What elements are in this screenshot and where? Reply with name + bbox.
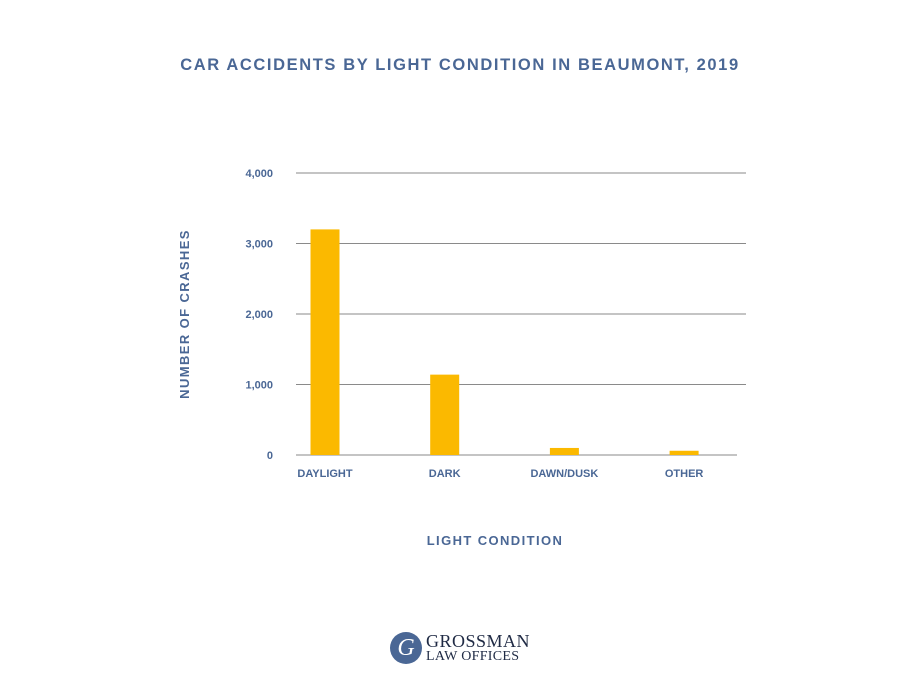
bar-dark	[430, 374, 460, 455]
y-tick-label: 0	[267, 450, 273, 462]
logo-mark-icon: G	[390, 632, 422, 664]
y-tick-label: 4,000	[245, 168, 273, 180]
bar-other	[669, 450, 699, 455]
y-tick-label: 1,000	[245, 380, 273, 392]
bar-daylight	[310, 229, 340, 455]
y-axis-ticks: 0 1,000 2,000 3,000 4,000	[245, 168, 273, 462]
logo-name: GROSSMAN	[426, 631, 531, 651]
gridlines	[296, 172, 746, 456]
grossman-law-offices-logo: G GROSSMAN LAW OFFICES	[390, 631, 550, 666]
y-axis-title: NUMBER OF CRASHES	[177, 229, 192, 399]
y-tick-label: 2,000	[245, 309, 273, 321]
x-axis-title: LIGHT CONDITION	[427, 533, 564, 548]
x-category-label: DARK	[429, 468, 461, 480]
logo-subtitle: LAW OFFICES	[426, 649, 520, 664]
x-category-label: DAWN/DUSK	[530, 468, 598, 480]
x-category-label: DAYLIGHT	[297, 468, 352, 480]
x-category-label: OTHER	[665, 468, 704, 480]
y-tick-label: 3,000	[245, 239, 273, 251]
chart-title: CAR ACCIDENTS BY LIGHT CONDITION IN BEAU…	[180, 56, 740, 74]
bars	[310, 229, 699, 455]
bar-dawn-dusk	[549, 447, 579, 455]
x-axis-categories: DAYLIGHT DARK DAWN/DUSK OTHER	[297, 468, 703, 480]
